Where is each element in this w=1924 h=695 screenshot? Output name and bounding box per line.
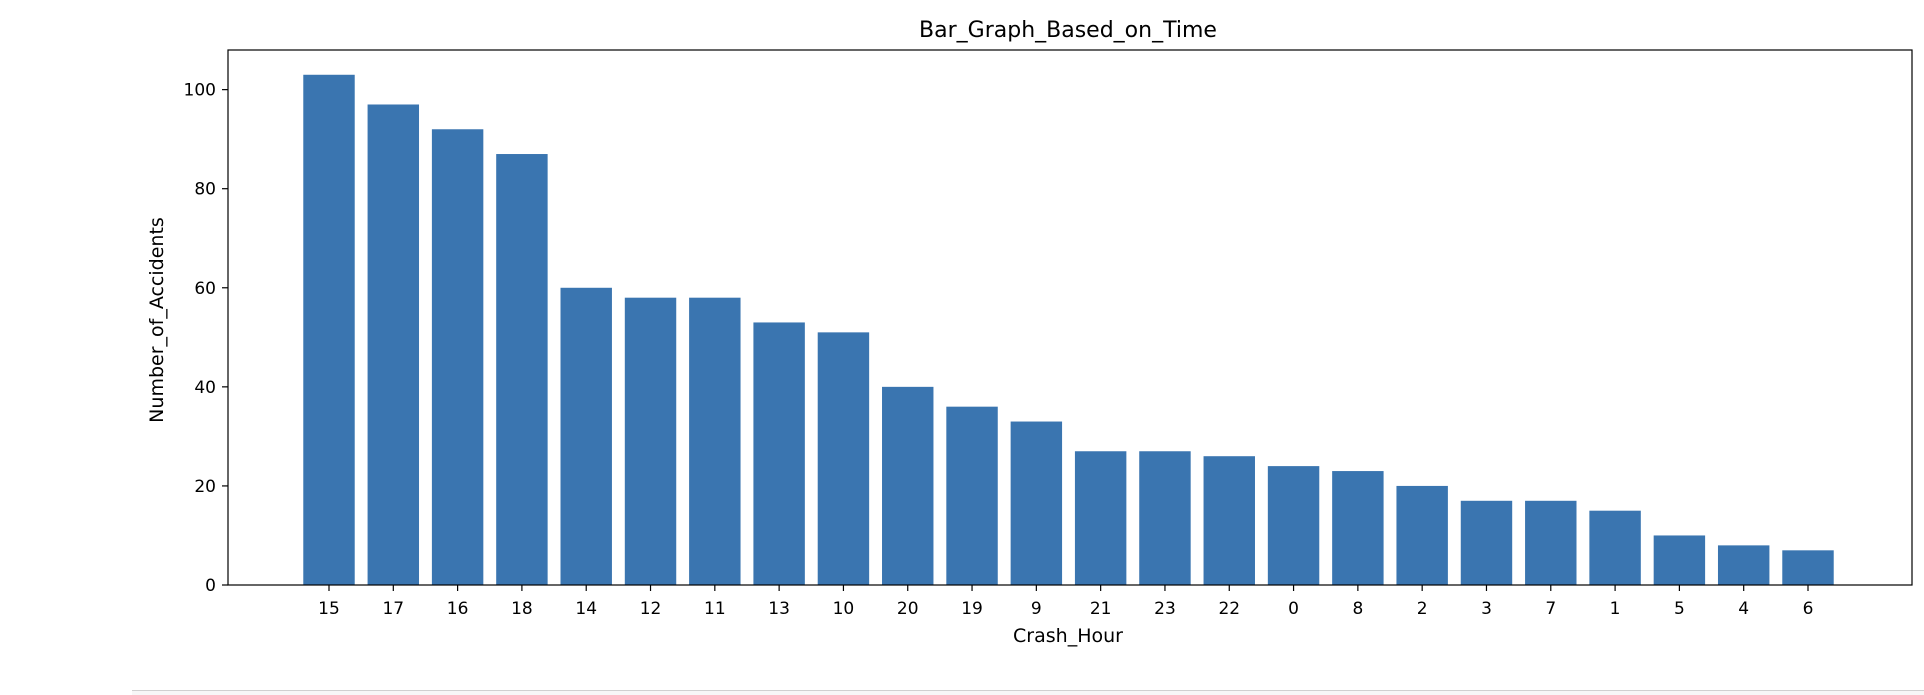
x-tick-label: 9 bbox=[1031, 599, 1042, 619]
y-tick-label: 80 bbox=[194, 180, 216, 200]
y-tick-label: 100 bbox=[184, 81, 216, 101]
x-tick-label: 14 bbox=[575, 599, 597, 619]
bar-4 bbox=[1717, 545, 1770, 585]
x-tick-label: 11 bbox=[704, 599, 726, 619]
x-tick-label: 5 bbox=[1674, 599, 1685, 619]
x-tick-label: 0 bbox=[1288, 599, 1299, 619]
x-tick-label: 19 bbox=[961, 599, 983, 619]
bar-2 bbox=[1396, 485, 1448, 585]
bar-0 bbox=[1267, 466, 1320, 585]
bars-group bbox=[303, 74, 1834, 586]
bar-18 bbox=[496, 154, 548, 585]
bar-9 bbox=[1010, 421, 1063, 585]
bar-21 bbox=[1074, 451, 1127, 585]
bar-10 bbox=[817, 332, 870, 585]
bar-3 bbox=[1460, 500, 1513, 585]
bar-22 bbox=[1203, 456, 1255, 585]
x-tick-label: 22 bbox=[1218, 599, 1240, 619]
x-tick-label: 23 bbox=[1154, 599, 1176, 619]
bar-15 bbox=[303, 74, 355, 586]
bar-12 bbox=[624, 297, 677, 585]
x-tick-label: 7 bbox=[1545, 599, 1556, 619]
bar-19 bbox=[946, 406, 998, 585]
chart-title: Bar_Graph_Based_on_Time bbox=[919, 18, 1217, 43]
bar-7 bbox=[1525, 500, 1577, 585]
y-tick-label: 20 bbox=[194, 477, 216, 497]
x-tick-label: 15 bbox=[318, 599, 340, 619]
y-tick-label: 60 bbox=[194, 279, 216, 299]
x-tick-label: 17 bbox=[382, 599, 404, 619]
x-tick-label: 20 bbox=[897, 599, 919, 619]
y-axis-label: Number_of_Accidents bbox=[146, 217, 168, 423]
bar-14 bbox=[560, 287, 612, 585]
bar-11 bbox=[689, 297, 741, 585]
x-tick-label: 8 bbox=[1352, 599, 1363, 619]
x-axis-label: Crash_Hour bbox=[1013, 625, 1123, 647]
plot-frame bbox=[227, 49, 1913, 586]
x-tick-label: 13 bbox=[768, 599, 790, 619]
bar-23 bbox=[1139, 451, 1191, 585]
x-tick-label: 4 bbox=[1738, 599, 1749, 619]
bar-5 bbox=[1653, 535, 1706, 585]
x-tick-label: 3 bbox=[1481, 599, 1492, 619]
x-tick-label: 1 bbox=[1610, 599, 1621, 619]
x-tick-label: 18 bbox=[511, 599, 533, 619]
y-tick-label: 0 bbox=[205, 576, 216, 596]
x-tick-label: 6 bbox=[1803, 599, 1814, 619]
bar-6 bbox=[1782, 550, 1834, 585]
y-tick-label: 40 bbox=[194, 378, 216, 398]
cell-divider bbox=[132, 690, 1924, 695]
x-tick-label: 16 bbox=[447, 599, 469, 619]
y-axis-ticks: 0 20 40 60 80 100 bbox=[184, 81, 228, 596]
x-axis-ticks: 15 17 16 18 14 12 11 13 10 20 19 9 21 23 22 0 8 2 3 7 1 5 4 6 bbox=[318, 585, 1813, 619]
x-tick-label: 12 bbox=[640, 599, 662, 619]
bar-20 bbox=[882, 386, 934, 585]
bar-17 bbox=[367, 104, 420, 586]
bar-13 bbox=[753, 322, 805, 585]
bar-8 bbox=[1332, 471, 1384, 585]
bar-1 bbox=[1589, 510, 1641, 585]
x-tick-label: 10 bbox=[833, 599, 855, 619]
x-tick-label: 2 bbox=[1417, 599, 1428, 619]
bar-16 bbox=[431, 129, 484, 585]
x-tick-label: 21 bbox=[1090, 599, 1112, 619]
